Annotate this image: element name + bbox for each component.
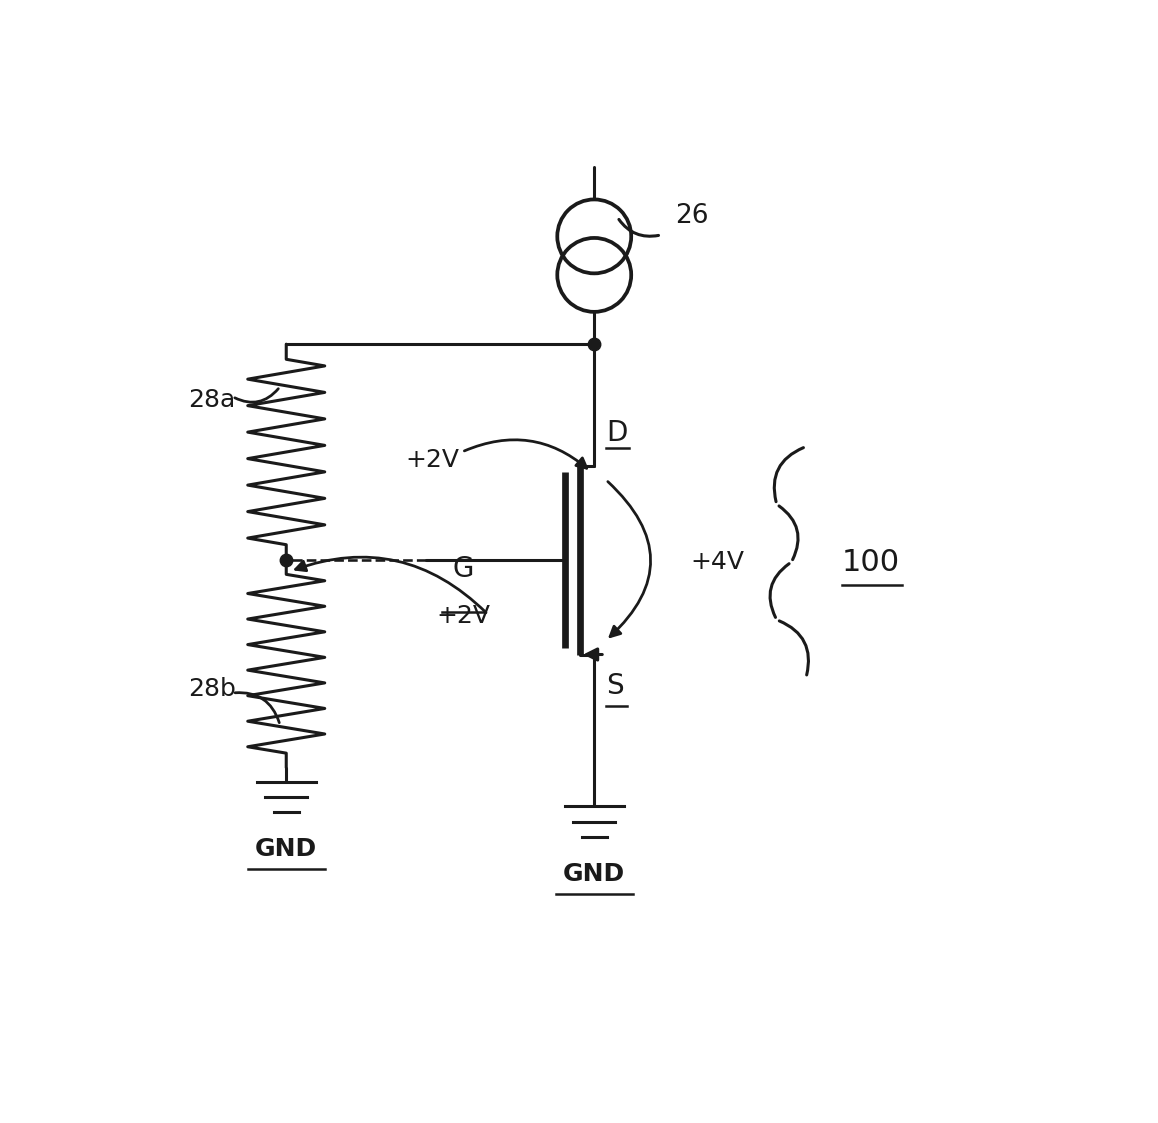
Text: +2V: +2V: [437, 604, 490, 628]
Text: GND: GND: [255, 837, 317, 861]
Text: D: D: [606, 419, 628, 447]
Text: S: S: [606, 673, 623, 701]
Text: GND: GND: [563, 861, 625, 886]
Text: 26: 26: [675, 202, 709, 229]
Text: 28a: 28a: [188, 389, 235, 412]
Text: 28b: 28b: [188, 677, 235, 701]
Text: +2V: +2V: [405, 448, 460, 472]
Text: +4V: +4V: [690, 550, 745, 574]
Text: G: G: [453, 555, 474, 583]
Text: 100: 100: [842, 548, 900, 576]
